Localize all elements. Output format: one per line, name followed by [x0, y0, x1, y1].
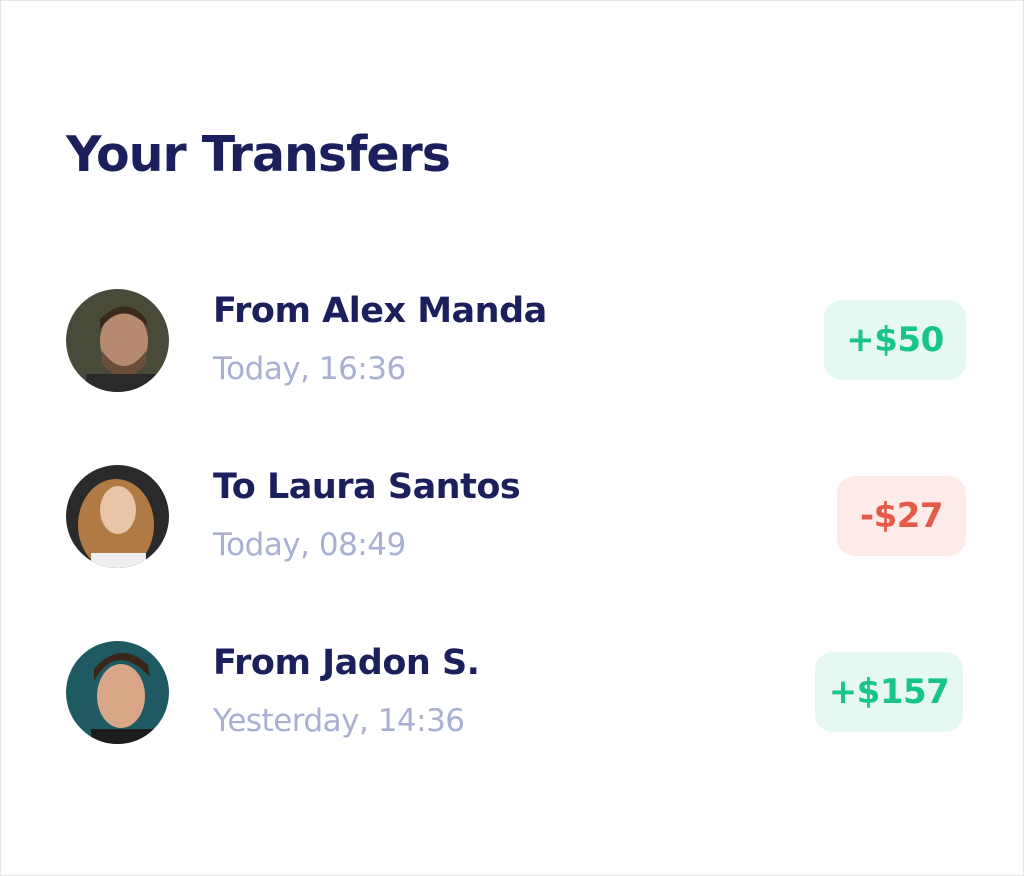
amount-badge: -$27 [837, 476, 966, 556]
avatar [66, 289, 169, 392]
transfer-name: From Alex Manda [213, 291, 547, 331]
transfer-name: To Laura Santos [213, 467, 521, 507]
amount-badge: +$157 [815, 652, 963, 732]
avatar [66, 641, 169, 744]
transfer-time: Today, 16:36 [213, 351, 406, 387]
transfer-time: Yesterday, 14:36 [213, 703, 465, 739]
avatar [66, 465, 169, 568]
transfer-name: From Jadon S. [213, 643, 480, 683]
page-title: Your Transfers [66, 126, 451, 183]
transfer-row[interactable]: To Laura Santos Today, 08:49 -$27 [0, 465, 1024, 569]
transfer-row[interactable]: From Jadon S. Yesterday, 14:36 +$157 [0, 641, 1024, 745]
transfer-row[interactable]: From Alex Manda Today, 16:36 +$50 [0, 289, 1024, 393]
amount-badge: +$50 [824, 300, 966, 380]
transfer-time: Today, 08:49 [213, 527, 406, 563]
